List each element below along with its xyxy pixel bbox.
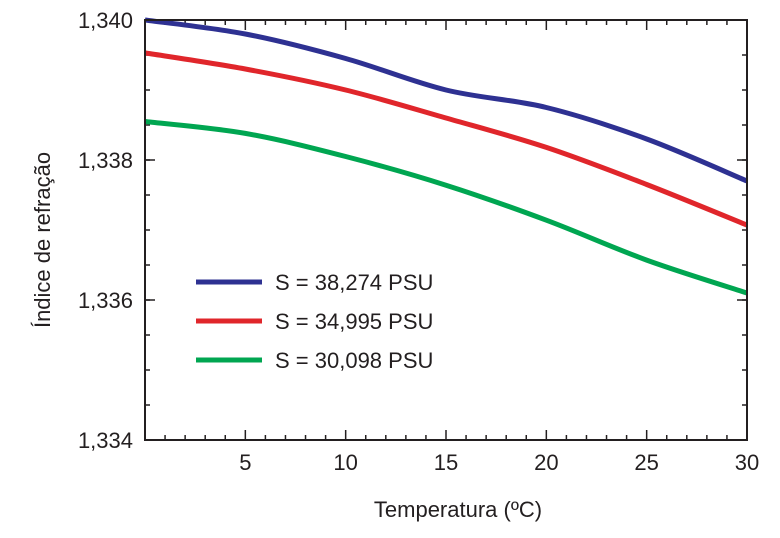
x-axis-title: Temperatura (ºC): [374, 497, 542, 522]
y-tick-label: 1,340: [78, 8, 133, 33]
y-tick-label: 1,338: [78, 148, 133, 173]
series-line-1: [144, 17, 748, 184]
x-tick-label: 20: [534, 450, 558, 475]
series-lines: [144, 17, 748, 296]
x-tick-label: 30: [735, 450, 759, 475]
y-tick-label: 1,334: [78, 428, 133, 453]
ticks-layer: [145, 19, 748, 441]
series-line-2: [144, 50, 748, 228]
x-tick-label: 10: [333, 450, 357, 475]
legend: S = 38,274 PSU S = 34,995 PSU S = 30,098 P…: [196, 270, 433, 373]
legend-label: S = 34,995 PSU: [275, 309, 433, 334]
series-line-3: [144, 119, 748, 296]
x-tick-label: 25: [634, 450, 658, 475]
tick-labels: 5 10 15 20 25 30 1,334 1,336 1,338 1,340: [78, 8, 759, 475]
y-tick-label: 1,336: [78, 288, 133, 313]
plot-frame: [144, 19, 748, 441]
legend-label: S = 30,098 PSU: [275, 348, 433, 373]
legend-label: S = 38,274 PSU: [275, 270, 433, 295]
x-tick-label: 5: [239, 450, 251, 475]
x-tick-label: 15: [434, 450, 458, 475]
y-axis-title: Índice de refração: [30, 152, 55, 328]
